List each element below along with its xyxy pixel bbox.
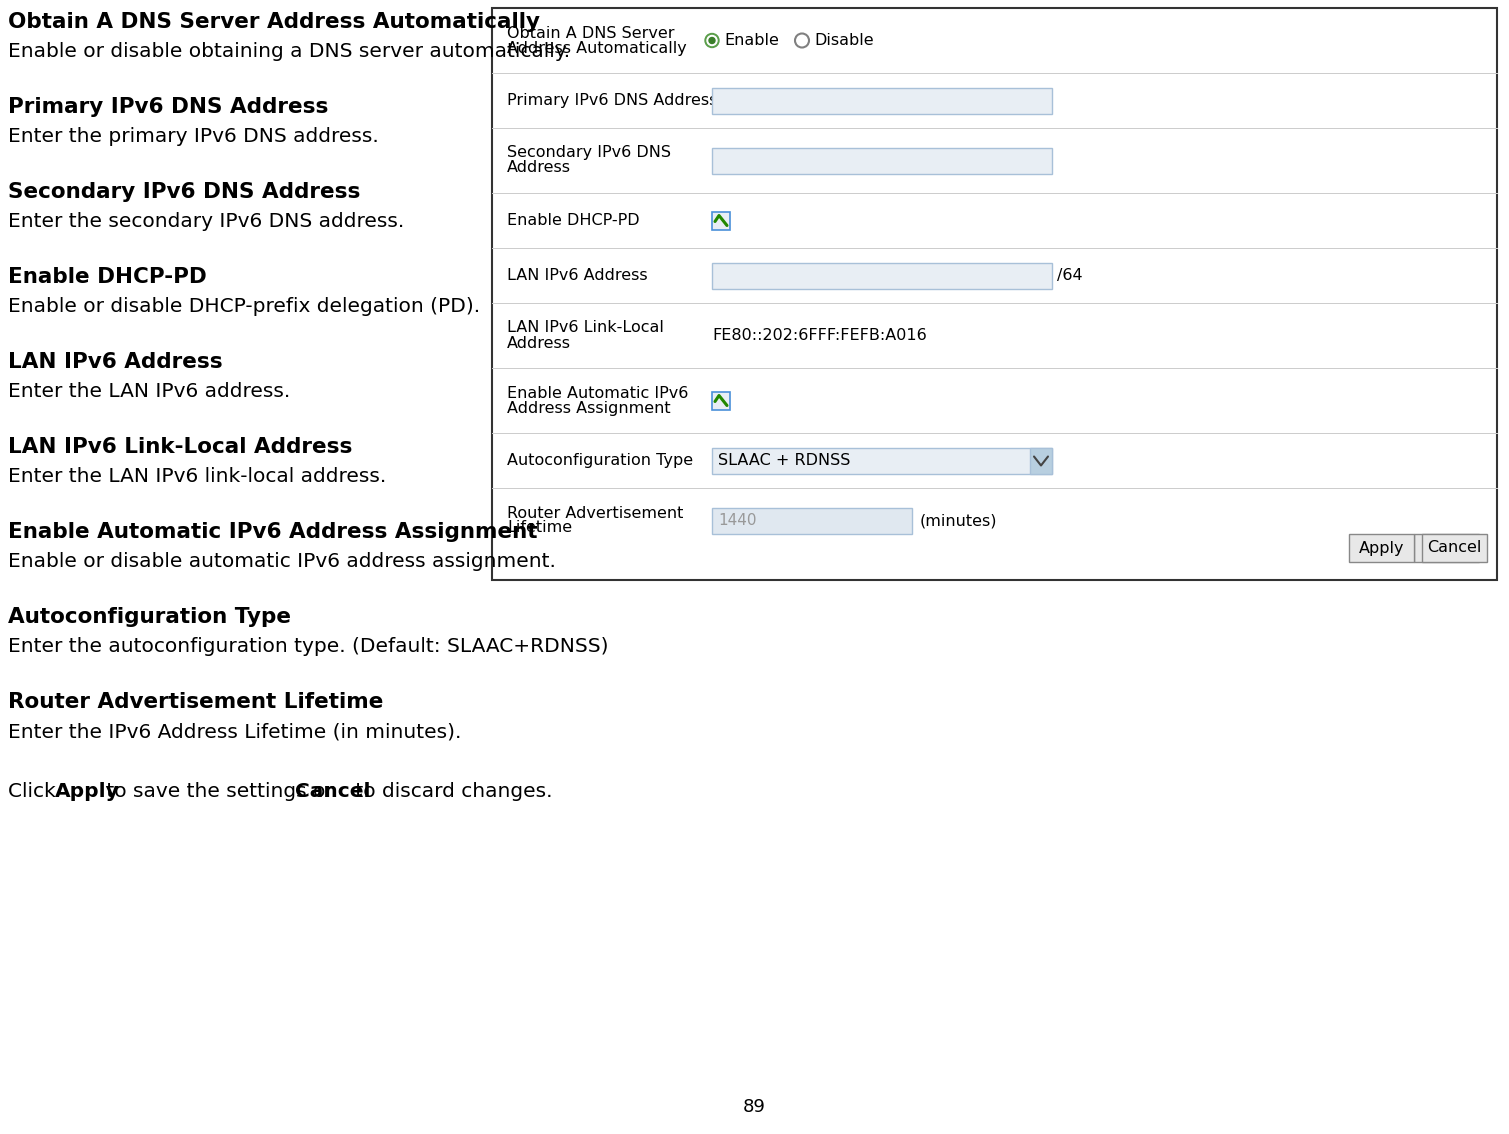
Text: Apply: Apply <box>1424 541 1470 556</box>
Text: Enable: Enable <box>724 33 779 48</box>
Circle shape <box>708 35 717 45</box>
Text: Cancel: Cancel <box>1428 541 1482 556</box>
Text: LAN IPv6 Link-Local Address: LAN IPv6 Link-Local Address <box>8 437 353 457</box>
Bar <box>712 147 1052 174</box>
Text: Secondary IPv6 DNS: Secondary IPv6 DNS <box>507 145 672 161</box>
Text: Enter the IPv6 Address Lifetime (in minutes).: Enter the IPv6 Address Lifetime (in minu… <box>8 722 462 741</box>
Text: Address Automatically: Address Automatically <box>507 41 687 56</box>
Circle shape <box>709 37 715 43</box>
Text: LAN IPv6 Address: LAN IPv6 Address <box>8 352 223 372</box>
Text: Autoconfiguration Type: Autoconfiguration Type <box>507 452 693 468</box>
Text: Enter the secondary IPv6 DNS address.: Enter the secondary IPv6 DNS address. <box>8 212 404 231</box>
Text: Address: Address <box>507 161 570 176</box>
Text: LAN IPv6 Link-Local: LAN IPv6 Link-Local <box>507 321 664 336</box>
Text: Click: Click <box>8 782 62 801</box>
Text: Cancel: Cancel <box>294 782 370 801</box>
Text: Secondary IPv6 DNS Address: Secondary IPv6 DNS Address <box>8 181 361 202</box>
Bar <box>712 508 911 533</box>
Text: Enable DHCP-PD: Enable DHCP-PD <box>8 266 207 287</box>
Text: Enter the autoconfiguration type. (Default: SLAAC+RDNSS): Enter the autoconfiguration type. (Defau… <box>8 637 608 655</box>
Text: LAN IPv6 Address: LAN IPv6 Address <box>507 268 647 284</box>
Text: Enable Automatic IPv6: Enable Automatic IPv6 <box>507 386 688 400</box>
Bar <box>492 8 1497 579</box>
Text: 89: 89 <box>742 1098 765 1116</box>
Text: to discard changes.: to discard changes. <box>349 782 552 801</box>
Text: FE80::202:6FFF:FEFB:A016: FE80::202:6FFF:FEFB:A016 <box>712 328 927 342</box>
Text: Enable Automatic IPv6 Address Assignment: Enable Automatic IPv6 Address Assignment <box>8 522 537 542</box>
Bar <box>712 448 1052 474</box>
Text: Enter the primary IPv6 DNS address.: Enter the primary IPv6 DNS address. <box>8 127 379 146</box>
Text: Obtain A DNS Server: Obtain A DNS Server <box>507 25 675 41</box>
Text: Apply: Apply <box>1358 541 1405 556</box>
Text: Router Advertisement Lifetime: Router Advertisement Lifetime <box>8 692 383 712</box>
Bar <box>1421 534 1486 562</box>
Text: Obtain A DNS Server Address Automatically: Obtain A DNS Server Address Automaticall… <box>8 12 540 32</box>
Text: Address: Address <box>507 336 570 350</box>
Text: Enter the LAN IPv6 address.: Enter the LAN IPv6 address. <box>8 382 290 401</box>
Text: Apply: Apply <box>54 782 119 801</box>
Text: 1440: 1440 <box>718 513 756 528</box>
Text: Autoconfiguration Type: Autoconfiguration Type <box>8 607 291 627</box>
Bar <box>712 391 730 409</box>
Text: Primary IPv6 DNS Address: Primary IPv6 DNS Address <box>8 98 329 117</box>
Text: Enable or disable automatic IPv6 address assignment.: Enable or disable automatic IPv6 address… <box>8 552 555 572</box>
Text: Enable DHCP-PD: Enable DHCP-PD <box>507 213 640 228</box>
Bar <box>1414 534 1479 562</box>
Bar <box>1349 534 1414 562</box>
Bar <box>712 212 730 229</box>
Text: /64: /64 <box>1056 268 1082 284</box>
Circle shape <box>705 34 718 48</box>
Text: (minutes): (minutes) <box>920 513 997 528</box>
Text: to save the settings or: to save the settings or <box>100 782 340 801</box>
Bar <box>1031 448 1052 474</box>
Text: Lifetime: Lifetime <box>507 521 572 535</box>
Text: Enable or disable DHCP-prefix delegation (PD).: Enable or disable DHCP-prefix delegation… <box>8 297 480 316</box>
Bar <box>712 87 1052 113</box>
Bar <box>712 262 1052 288</box>
Text: Disable: Disable <box>813 33 874 48</box>
Text: Enable or disable obtaining a DNS server automatically.: Enable or disable obtaining a DNS server… <box>8 42 570 61</box>
Text: Router Advertisement: Router Advertisement <box>507 506 684 521</box>
Text: Address Assignment: Address Assignment <box>507 400 670 415</box>
Text: Enter the LAN IPv6 link-local address.: Enter the LAN IPv6 link-local address. <box>8 467 386 486</box>
Text: SLAAC + RDNSS: SLAAC + RDNSS <box>718 452 851 468</box>
Text: Primary IPv6 DNS Address: Primary IPv6 DNS Address <box>507 93 717 108</box>
